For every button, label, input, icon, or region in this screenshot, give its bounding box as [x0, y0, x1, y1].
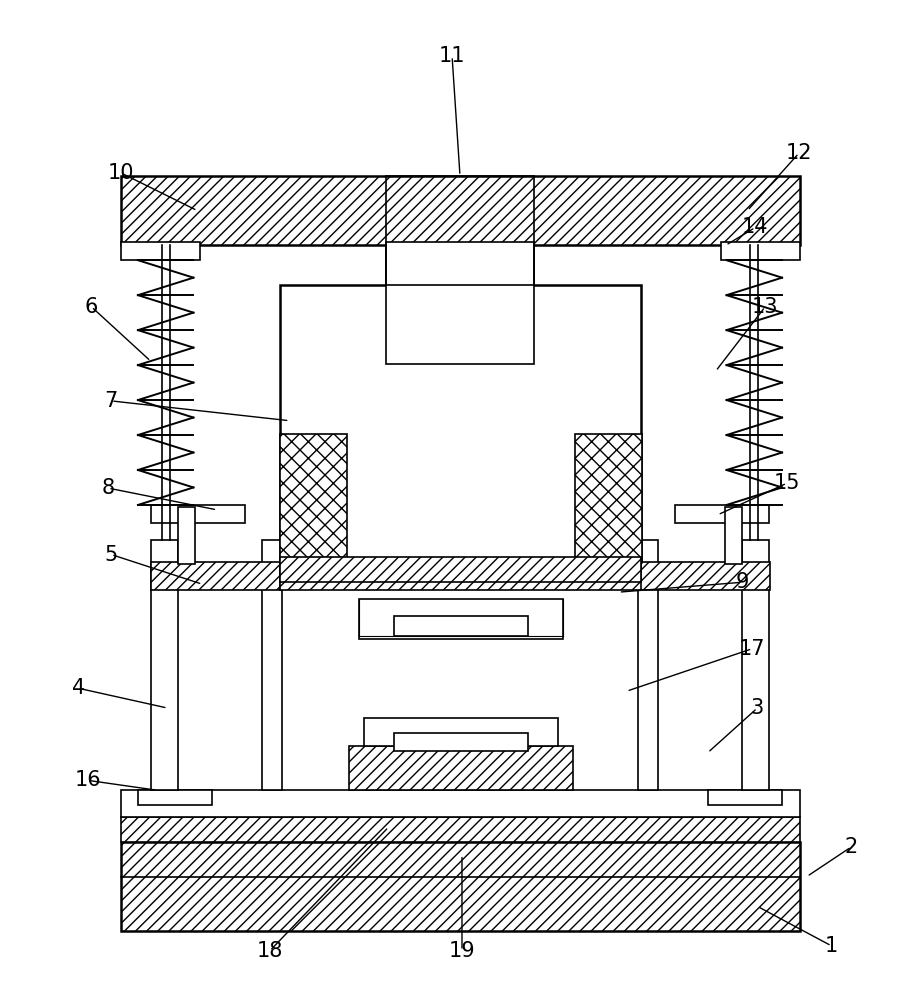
Text: 8: 8: [101, 478, 115, 498]
Text: 12: 12: [785, 143, 811, 163]
Text: 5: 5: [105, 545, 118, 565]
Bar: [121, 176, 799, 245]
Text: 2: 2: [844, 837, 857, 857]
Text: 10: 10: [108, 163, 134, 183]
Bar: [707, 790, 781, 805]
Text: 4: 4: [72, 678, 85, 698]
Bar: [151, 562, 279, 590]
Bar: [638, 540, 657, 790]
Bar: [724, 507, 742, 564]
Text: 13: 13: [751, 297, 777, 317]
Text: 19: 19: [448, 941, 475, 961]
Bar: [358, 599, 562, 639]
Bar: [279, 562, 641, 590]
Text: 17: 17: [738, 639, 765, 659]
Bar: [121, 790, 799, 817]
Bar: [151, 540, 177, 790]
Bar: [121, 817, 799, 842]
Text: 14: 14: [742, 217, 767, 237]
Text: 7: 7: [105, 391, 118, 411]
Text: 6: 6: [85, 297, 98, 317]
Bar: [364, 718, 558, 746]
Text: 15: 15: [773, 473, 800, 493]
Bar: [675, 505, 768, 523]
Bar: [385, 176, 534, 364]
Bar: [262, 540, 281, 790]
Text: 9: 9: [735, 572, 748, 592]
Bar: [279, 434, 346, 562]
Bar: [393, 616, 528, 636]
Bar: [742, 540, 768, 790]
Bar: [385, 242, 534, 285]
Bar: [393, 733, 528, 751]
Text: 18: 18: [256, 941, 283, 961]
Bar: [121, 842, 799, 931]
Text: 1: 1: [824, 936, 837, 956]
Bar: [177, 507, 195, 564]
Bar: [279, 557, 641, 582]
Bar: [138, 790, 212, 805]
Text: 16: 16: [75, 770, 102, 790]
Bar: [121, 242, 200, 260]
Bar: [574, 434, 641, 562]
Bar: [720, 242, 799, 260]
Bar: [279, 285, 641, 562]
Bar: [348, 746, 573, 790]
Bar: [640, 562, 769, 590]
Bar: [151, 505, 244, 523]
Text: 11: 11: [438, 46, 465, 66]
Text: 3: 3: [750, 698, 763, 718]
